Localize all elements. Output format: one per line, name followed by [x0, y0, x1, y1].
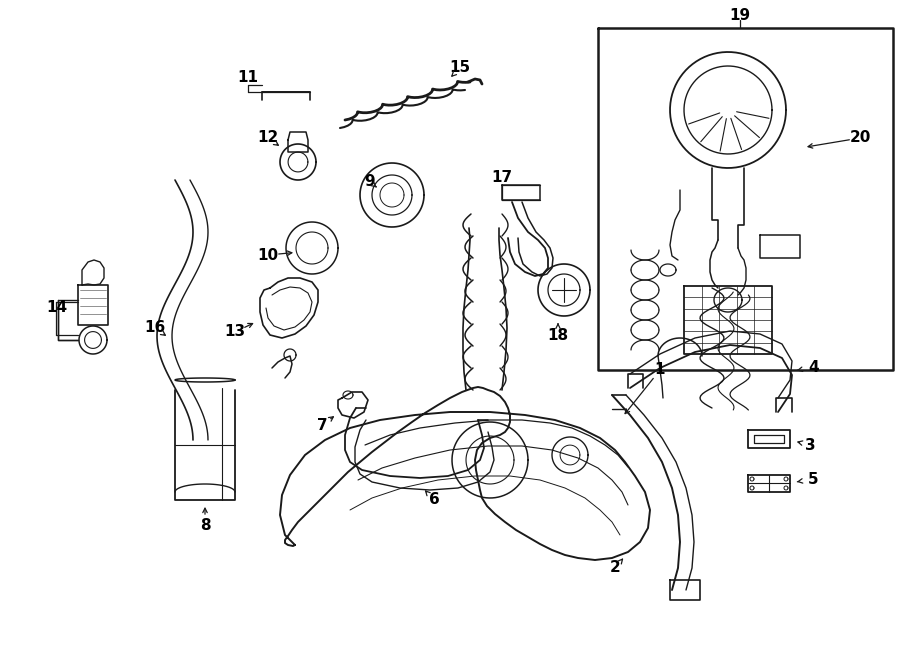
Text: 7: 7	[317, 418, 328, 432]
Text: 3: 3	[805, 438, 815, 453]
Text: 18: 18	[547, 327, 569, 342]
Text: 11: 11	[238, 71, 258, 85]
Text: 1: 1	[655, 362, 665, 377]
Text: 20: 20	[850, 130, 870, 145]
Text: 6: 6	[428, 492, 439, 508]
Text: 17: 17	[491, 171, 513, 186]
Text: 16: 16	[144, 321, 166, 336]
Text: 13: 13	[224, 325, 246, 340]
Text: 2: 2	[609, 561, 620, 576]
Text: 19: 19	[729, 7, 751, 22]
Text: 12: 12	[257, 130, 279, 145]
Text: 9: 9	[364, 175, 375, 190]
Text: 8: 8	[200, 518, 211, 533]
Text: 4: 4	[808, 360, 819, 375]
Text: 10: 10	[257, 247, 279, 262]
Text: 14: 14	[46, 301, 68, 315]
Text: 5: 5	[808, 473, 819, 488]
Text: 15: 15	[449, 61, 471, 75]
